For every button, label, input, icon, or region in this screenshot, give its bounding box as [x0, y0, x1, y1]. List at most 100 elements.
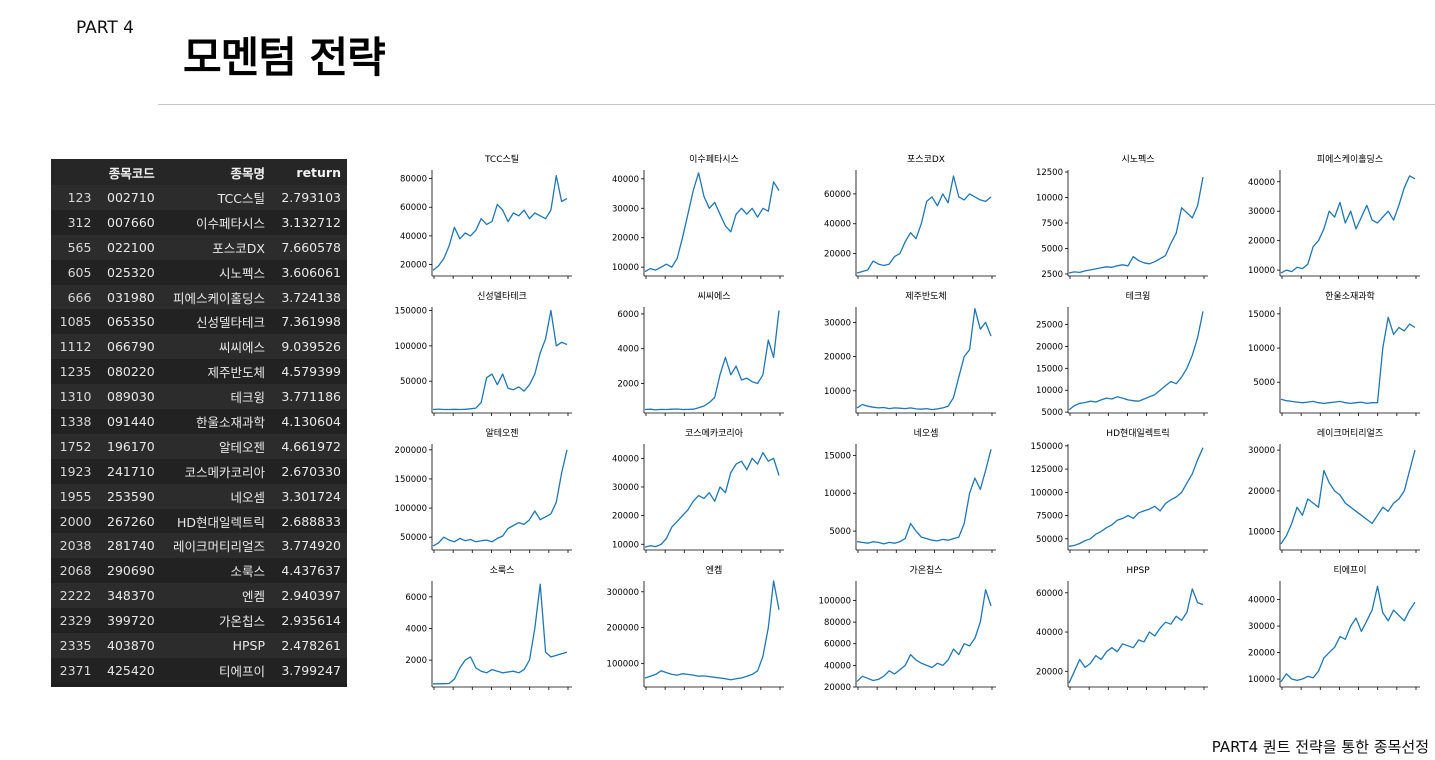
cell-name: 엔켐 [241, 589, 265, 605]
y-tick-label: 20000 [824, 250, 851, 260]
chart-title: 시노펙스 [1121, 154, 1154, 165]
chart-panel: 이수페타시스 10000 20000 30000 40000 [612, 154, 784, 279]
cell-return: 9.039526 [281, 339, 341, 355]
y-tick-label: 150000 [395, 307, 427, 317]
table-row: 2038 281740 레이크머티리얼즈 3.774920 [51, 533, 347, 559]
stock-table-panel: 종목코드 종목명 return 123 002710 TCC스틸 2.793103 31… [51, 159, 347, 687]
cell-index: 605 [67, 264, 92, 280]
series-line [1280, 449, 1416, 545]
cell-name: 소룩스 [230, 564, 265, 580]
y-tick-label: 30000 [1248, 446, 1275, 456]
chart-panel: 피에스케이홀딩스 10000 20000 30000 40000 [1248, 153, 1420, 279]
y-tick-label: 30000 [1248, 622, 1275, 632]
table-row: 2371 425420 티에프이 3.799247 [51, 657, 347, 683]
y-tick-label: 5000 [1253, 378, 1275, 388]
page-title: 모멘텀 전략 [183, 33, 386, 82]
y-tick-label: 12500 [1036, 168, 1063, 178]
cell-return: 4.130604 [281, 413, 341, 429]
series-line [433, 583, 568, 685]
cell-index: 312 [67, 214, 92, 230]
cell-return: 3.774920 [281, 538, 341, 554]
cell-code: 267260 [107, 513, 155, 529]
chart-title: 네오셈 [914, 428, 939, 439]
cell-index: 2371 [59, 662, 92, 678]
y-tick-label: 25000 [1036, 321, 1063, 331]
cell-name: 포스코DX [212, 240, 265, 256]
chart-title: HPSP [1126, 566, 1150, 576]
chart-panel: 시노펙스 2500 5000 7500 10000 12500 [1036, 154, 1208, 280]
series-line [644, 310, 780, 411]
chart-title: 티에프이 [1333, 565, 1366, 576]
y-tick-label: 6000 [405, 593, 427, 603]
cell-return: 3.799247 [281, 662, 341, 678]
y-tick-label: 10000 [824, 489, 851, 499]
y-tick-label: 20000 [1248, 487, 1275, 497]
chart-title: TCC스틸 [484, 154, 519, 165]
y-tick-label: 60000 [1036, 589, 1063, 599]
y-tick-label: 10000 [612, 263, 639, 273]
cell-return: 2.670330 [281, 463, 341, 479]
chart-title: 알테오젠 [485, 428, 518, 439]
cell-return: 3.132712 [281, 214, 341, 230]
cell-index: 123 [67, 189, 92, 205]
series-line [856, 449, 992, 545]
cell-name: 알테오젠 [218, 439, 265, 455]
chart-panel: 신성델타테크 50000 100000 150000 [395, 290, 572, 416]
y-tick-label: 20000 [612, 234, 639, 244]
table-row: 1235 080220 제주반도체 4.579399 [51, 359, 347, 385]
y-tick-label: 30000 [612, 483, 639, 493]
y-tick-label: 20000 [1248, 649, 1275, 659]
chart-panel: 알테오젠 50000 100000 150000 200000 [395, 428, 572, 553]
y-tick-label: 60000 [824, 190, 851, 200]
cell-return: 7.361998 [281, 314, 341, 330]
cell-name: 씨씨에스 [218, 340, 265, 356]
y-tick-label: 4000 [405, 624, 427, 634]
series-line [432, 175, 568, 271]
series-line [432, 449, 568, 547]
chart-title: 피에스케이홀딩스 [1317, 153, 1383, 165]
y-tick-label: 150000 [1031, 442, 1063, 452]
cell-index: 1955 [59, 488, 92, 504]
chart-title: 이수페타시스 [689, 154, 739, 165]
y-tick-label: 15000 [824, 451, 851, 461]
part-label: PART 4 [76, 18, 134, 38]
table-row: 1923 241710 코스메카코리아 2.670330 [51, 458, 347, 484]
table-row: 2335 403870 HPSP 2.478261 [51, 633, 347, 658]
title-divider [158, 104, 1435, 105]
y-tick-label: 40000 [612, 454, 639, 464]
y-tick-label: 2000 [405, 656, 427, 666]
y-tick-label: 100000 [1031, 488, 1063, 498]
table-row: 1752 196170 알테오젠 4.661972 [51, 433, 347, 459]
cell-name: 한울소재과학 [195, 414, 265, 430]
y-tick-label: 50000 [400, 377, 427, 387]
chart-panel: TCC스틸 20000 40000 60000 80000 [400, 154, 572, 279]
chart-title: 씨씨에스 [697, 291, 730, 302]
y-tick-label: 60000 [400, 203, 427, 213]
y-tick-label: 7500 [1041, 219, 1063, 229]
y-tick-label: 125000 [1031, 465, 1063, 475]
chart-panel: 테크윙 5000 10000 15000 20000 25000 [1036, 291, 1208, 418]
chart-title: 제주반도체 [905, 291, 946, 302]
cell-index: 1085 [59, 314, 92, 330]
cell-name: HD현대일렉트릭 [176, 514, 265, 530]
series-line [1068, 311, 1204, 411]
y-tick-label: 30000 [824, 318, 851, 328]
cell-index: 1752 [59, 438, 92, 454]
series-line [1280, 585, 1416, 683]
cell-index: 565 [67, 239, 92, 255]
table-row: 2068 290690 소룩스 4.437637 [51, 558, 347, 584]
y-tick-label: 20000 [612, 512, 639, 522]
cell-code: 031980 [107, 289, 155, 305]
y-tick-label: 40000 [1248, 178, 1275, 188]
y-tick-label: 20000 [1036, 342, 1063, 352]
cell-index: 1338 [59, 413, 92, 429]
series-line [644, 451, 780, 548]
cell-name: 레이크머티리얼즈 [172, 539, 265, 555]
cell-code: 089030 [107, 389, 155, 405]
stock-table: 종목코드 종목명 return 123 002710 TCC스틸 2.793103 31… [51, 159, 347, 683]
y-tick-label: 150000 [395, 475, 427, 485]
y-tick-label: 40000 [612, 175, 639, 185]
cell-name: TCC스틸 [217, 190, 265, 206]
y-tick-label: 15000 [1036, 364, 1063, 374]
y-tick-label: 40000 [824, 661, 851, 671]
